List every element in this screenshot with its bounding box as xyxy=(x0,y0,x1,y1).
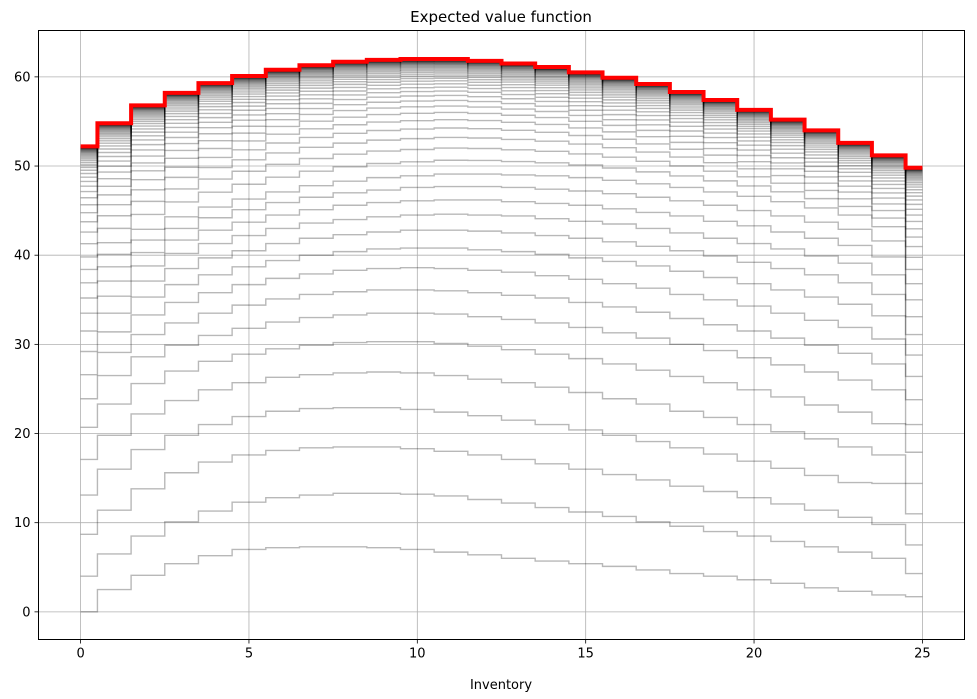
iteration-series-line xyxy=(80,73,923,182)
y-tick-label: 10 xyxy=(14,516,31,531)
iteration-series-line xyxy=(80,119,923,223)
iteration-series-line xyxy=(80,199,923,301)
iteration-series-line xyxy=(80,99,923,206)
iteration-series-line xyxy=(80,213,923,318)
iteration-series-line xyxy=(80,371,923,485)
y-tick-label: 40 xyxy=(14,249,31,264)
iteration-series-line xyxy=(80,546,923,613)
y-tick-label: 50 xyxy=(14,160,31,175)
iteration-series-line xyxy=(80,63,923,173)
iteration-series-line xyxy=(80,68,923,178)
y-tick-label: 20 xyxy=(14,427,31,442)
iteration-series-line xyxy=(80,147,923,248)
x-tick-label: 5 xyxy=(245,647,253,662)
iteration-series-line xyxy=(80,105,923,211)
iteration-series-line xyxy=(80,111,923,216)
iteration-series-line xyxy=(80,127,923,230)
iteration-series-line xyxy=(80,90,923,197)
iteration-series-line xyxy=(80,69,923,179)
iteration-series-line xyxy=(80,83,923,191)
iteration-series-line xyxy=(80,406,923,515)
iteration-series-line xyxy=(80,136,923,238)
x-tick-label: 20 xyxy=(746,647,763,662)
iteration-series-line xyxy=(80,492,923,577)
iteration-series-line xyxy=(80,159,923,258)
y-tick-label: 60 xyxy=(14,70,31,85)
y-tick-label: 0 xyxy=(22,605,30,620)
iteration-series-line xyxy=(80,80,923,188)
x-tick-label: 25 xyxy=(914,647,931,662)
iteration-series-line xyxy=(80,65,923,175)
iteration-series-line xyxy=(80,63,923,174)
y-tick-label: 30 xyxy=(14,338,31,353)
plot-frame xyxy=(38,30,965,640)
iteration-series-line xyxy=(80,64,923,174)
iteration-series-line xyxy=(80,247,923,356)
iteration-series-line xyxy=(80,173,923,271)
iteration-series-line xyxy=(80,94,923,201)
x-axis: 0 5 10 15 20 25 xyxy=(76,639,931,662)
iteration-series-line xyxy=(80,229,923,336)
x-tick-label: 0 xyxy=(76,647,84,662)
iteration-series-line xyxy=(80,340,923,453)
x-tick-label: 10 xyxy=(409,647,426,662)
y-axis: 0 10 20 30 40 50 60 xyxy=(14,70,39,620)
iteration-series-line xyxy=(80,289,923,401)
final-value-series-line xyxy=(80,57,923,170)
iteration-series-line xyxy=(80,266,923,378)
iteration-series-line xyxy=(80,66,923,176)
iteration-series-line xyxy=(80,67,923,177)
iteration-series-line xyxy=(80,446,923,546)
iteration-series-line xyxy=(80,185,923,285)
iteration-series-line xyxy=(80,86,923,194)
series-layer xyxy=(80,57,923,613)
iteration-series-line xyxy=(80,71,923,181)
x-axis-label: Inventory xyxy=(470,678,532,693)
grid xyxy=(38,30,965,640)
iteration-series-line xyxy=(80,61,923,172)
chart-title: Expected value function xyxy=(410,8,592,26)
iteration-series-line xyxy=(80,312,923,426)
iteration-series-line xyxy=(80,75,923,184)
x-tick-label: 15 xyxy=(577,647,594,662)
iteration-series-line xyxy=(80,62,923,173)
iteration-series-line xyxy=(80,77,923,186)
